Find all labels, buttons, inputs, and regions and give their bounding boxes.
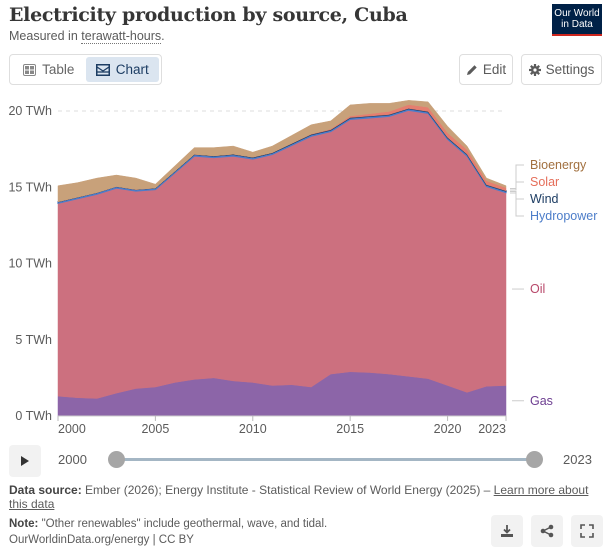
subtitle-text: Measured in <box>9 29 82 43</box>
timeline-end-year: 2023 <box>563 452 592 467</box>
note-text: "Other renewables" include geothermal, w… <box>38 518 328 530</box>
note-label: Note: <box>9 518 39 530</box>
source-text: Ember (2026); Energy Institute - Statist… <box>81 483 494 497</box>
area-bioenergy[interactable] <box>57 100 507 203</box>
timeline-start-handle[interactable] <box>108 451 125 468</box>
tab-table[interactable]: Table <box>12 57 86 82</box>
tab-chart[interactable]: Chart <box>85 57 159 82</box>
learn-more-link[interactable]: Learn more about this data <box>9 483 589 511</box>
legend-label-hydropower[interactable]: Hydropower <box>530 209 597 223</box>
settings-button[interactable]: Settings <box>521 54 602 85</box>
data-source: Data source: Ember (2026); Energy Instit… <box>9 483 604 511</box>
chart-subtitle: Measured in terawatt-hours. <box>9 29 165 44</box>
legend-label-bioenergy[interactable]: Bioenergy <box>530 158 587 172</box>
y-tick-label: 10 TWh <box>8 257 52 271</box>
logo-line-1: Our World <box>554 8 600 19</box>
x-tick-label: 2000 <box>58 422 86 436</box>
view-tabs: Table Chart <box>9 54 162 85</box>
tab-chart-label: Chart <box>115 62 149 77</box>
subtitle-suffix: . <box>161 29 165 43</box>
x-tick-label: 2023 <box>478 422 506 436</box>
chart-note: Note: "Other renewables" include geother… <box>9 516 327 548</box>
download-button[interactable] <box>491 515 523 547</box>
unit-link[interactable]: terawatt-hours <box>81 29 162 44</box>
edit-button[interactable]: Edit <box>459 54 513 85</box>
legend-label-wind[interactable]: Wind <box>530 192 559 206</box>
download-icon <box>501 525 513 537</box>
chart-icon <box>95 63 110 76</box>
legend-label-gas[interactable]: Gas <box>530 394 553 408</box>
x-tick-label: 2020 <box>434 422 462 436</box>
legend-label-oil[interactable]: Oil <box>530 282 545 296</box>
play-icon <box>21 456 29 466</box>
fullscreen-button[interactable] <box>571 515 603 547</box>
pencil-icon <box>466 64 477 75</box>
legend-connector <box>510 164 524 189</box>
x-tick-label: 2005 <box>141 422 169 436</box>
area-oil[interactable] <box>57 109 507 399</box>
area-layers <box>57 100 507 417</box>
play-button[interactable] <box>9 445 41 477</box>
legend: Oil Gas Bioenergy Solar Wind Hydropower <box>510 158 597 408</box>
y-tick-label: 5 TWh <box>15 333 52 347</box>
stacked-area-chart: 0 TWh 5 TWh 10 TWh 15 TWh 20 TWh 2000 2005 201… <box>8 100 597 436</box>
timeline-end-handle[interactable] <box>526 451 543 468</box>
chart-title: Electricity production by source, Cuba <box>9 4 408 26</box>
source-label: Data source: <box>9 483 82 497</box>
edit-label: Edit <box>482 62 507 77</box>
x-tick-label: 2010 <box>239 422 267 436</box>
y-tick-label: 0 TWh <box>15 409 52 423</box>
owid-logo[interactable]: Our World in Data <box>552 4 602 36</box>
tab-table-label: Table <box>42 62 75 77</box>
x-axis: 2000 2005 2010 2015 2020 2023 <box>57 415 507 436</box>
table-icon <box>23 63 37 76</box>
gear-icon <box>528 63 541 76</box>
y-tick-label: 20 TWh <box>8 104 52 118</box>
settings-label: Settings <box>545 62 595 77</box>
timeline-start-year: 2000 <box>58 452 87 467</box>
timeline-track[interactable] <box>116 458 534 461</box>
y-tick-label: 15 TWh <box>8 180 52 194</box>
share-button[interactable] <box>531 515 563 547</box>
legend-label-solar[interactable]: Solar <box>530 175 559 189</box>
legend-connector <box>510 192 524 217</box>
x-tick-label: 2015 <box>336 422 364 436</box>
license-text[interactable]: OurWorldinData.org/energy | CC BY <box>9 534 194 546</box>
logo-line-2: in Data <box>561 19 593 30</box>
y-axis: 0 TWh 5 TWh 10 TWh 15 TWh 20 TWh <box>8 104 52 423</box>
fullscreen-icon <box>580 524 594 538</box>
share-icon <box>540 524 554 538</box>
legend-connector <box>510 181 524 191</box>
